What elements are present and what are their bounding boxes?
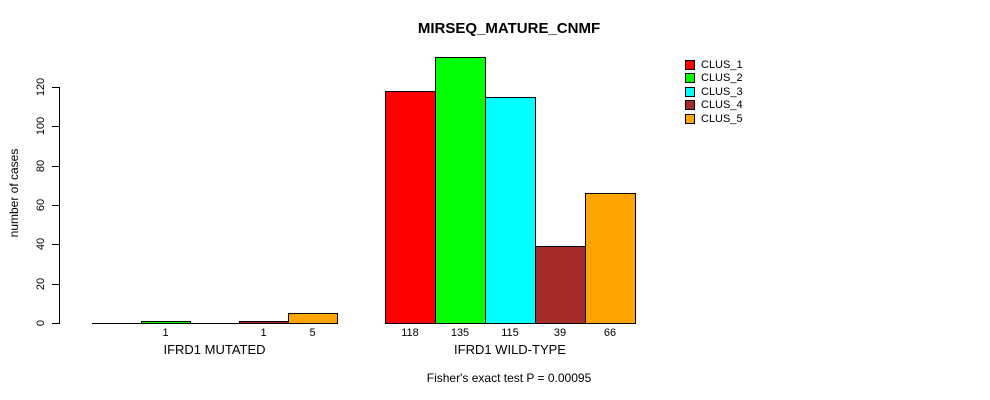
y-tick-label: 20 bbox=[35, 277, 47, 291]
x-group-label: IFRD1 WILD-TYPE bbox=[454, 342, 566, 357]
y-tick-label: 60 bbox=[35, 198, 47, 212]
y-tick-mark bbox=[52, 166, 59, 167]
legend-row: CLUS_2 bbox=[685, 72, 743, 86]
bar-value-label: 5 bbox=[309, 327, 316, 339]
legend-swatch-clus-5 bbox=[685, 113, 695, 124]
y-axis-line bbox=[59, 87, 60, 324]
fisher-test-annotation: Fisher's exact test P = 0.00095 bbox=[426, 371, 592, 385]
group-baseline bbox=[92, 323, 338, 324]
legend-swatch-clus-3 bbox=[685, 86, 695, 97]
bar-clus-2 bbox=[435, 57, 486, 324]
bar-clus-3 bbox=[485, 97, 536, 324]
bar-value-label: 66 bbox=[603, 327, 617, 339]
legend-row: CLUS_5 bbox=[685, 112, 743, 126]
legend-row: CLUS_1 bbox=[685, 58, 743, 72]
y-tick-mark bbox=[52, 126, 59, 127]
y-tick-label: 100 bbox=[35, 116, 47, 136]
legend-row: CLUS_4 bbox=[685, 99, 743, 113]
legend-swatch-clus-4 bbox=[685, 100, 695, 111]
legend-row: CLUS_3 bbox=[685, 85, 743, 99]
bar-clus-5 bbox=[585, 193, 636, 324]
legend-swatch-clus-2 bbox=[685, 73, 695, 84]
bar-clus-1 bbox=[385, 91, 436, 324]
bar-value-label: 1 bbox=[162, 327, 169, 339]
legend-label: CLUS_5 bbox=[701, 112, 743, 125]
y-tick-label: 120 bbox=[35, 77, 47, 97]
y-tick-mark bbox=[52, 284, 59, 285]
bar-value-label: 118 bbox=[401, 327, 419, 339]
bar-value-label: 39 bbox=[553, 327, 567, 339]
bar-clus-4 bbox=[239, 321, 289, 324]
y-tick-mark bbox=[52, 323, 59, 324]
bar-clus-4 bbox=[535, 246, 586, 324]
chart-title: MIRSEQ_MATURE_CNMF bbox=[417, 20, 601, 37]
y-tick-mark bbox=[52, 244, 59, 245]
legend-label: CLUS_3 bbox=[701, 85, 743, 98]
bar-value-label: 115 bbox=[501, 327, 519, 339]
bar-clus-5 bbox=[288, 313, 338, 324]
bar-value-label: 135 bbox=[450, 327, 470, 339]
y-tick-label: 0 bbox=[35, 319, 47, 327]
legend-swatch-clus-1 bbox=[685, 59, 695, 70]
x-group-label: IFRD1 MUTATED bbox=[163, 342, 266, 357]
y-tick-mark bbox=[52, 205, 59, 206]
legend-label: CLUS_4 bbox=[701, 99, 743, 112]
bar-value-label: 1 bbox=[260, 327, 267, 339]
bar-clus-2 bbox=[141, 321, 191, 324]
y-tick-mark bbox=[52, 87, 59, 88]
legend: CLUS_1 CLUS_2 CLUS_3 CLUS_4 CLUS_5 bbox=[685, 58, 743, 126]
legend-label: CLUS_2 bbox=[701, 72, 743, 85]
legend-label: CLUS_1 bbox=[701, 58, 743, 71]
y-axis-title: number of cases bbox=[7, 148, 21, 238]
y-tick-label: 40 bbox=[35, 237, 47, 251]
y-tick-label: 80 bbox=[35, 159, 47, 173]
